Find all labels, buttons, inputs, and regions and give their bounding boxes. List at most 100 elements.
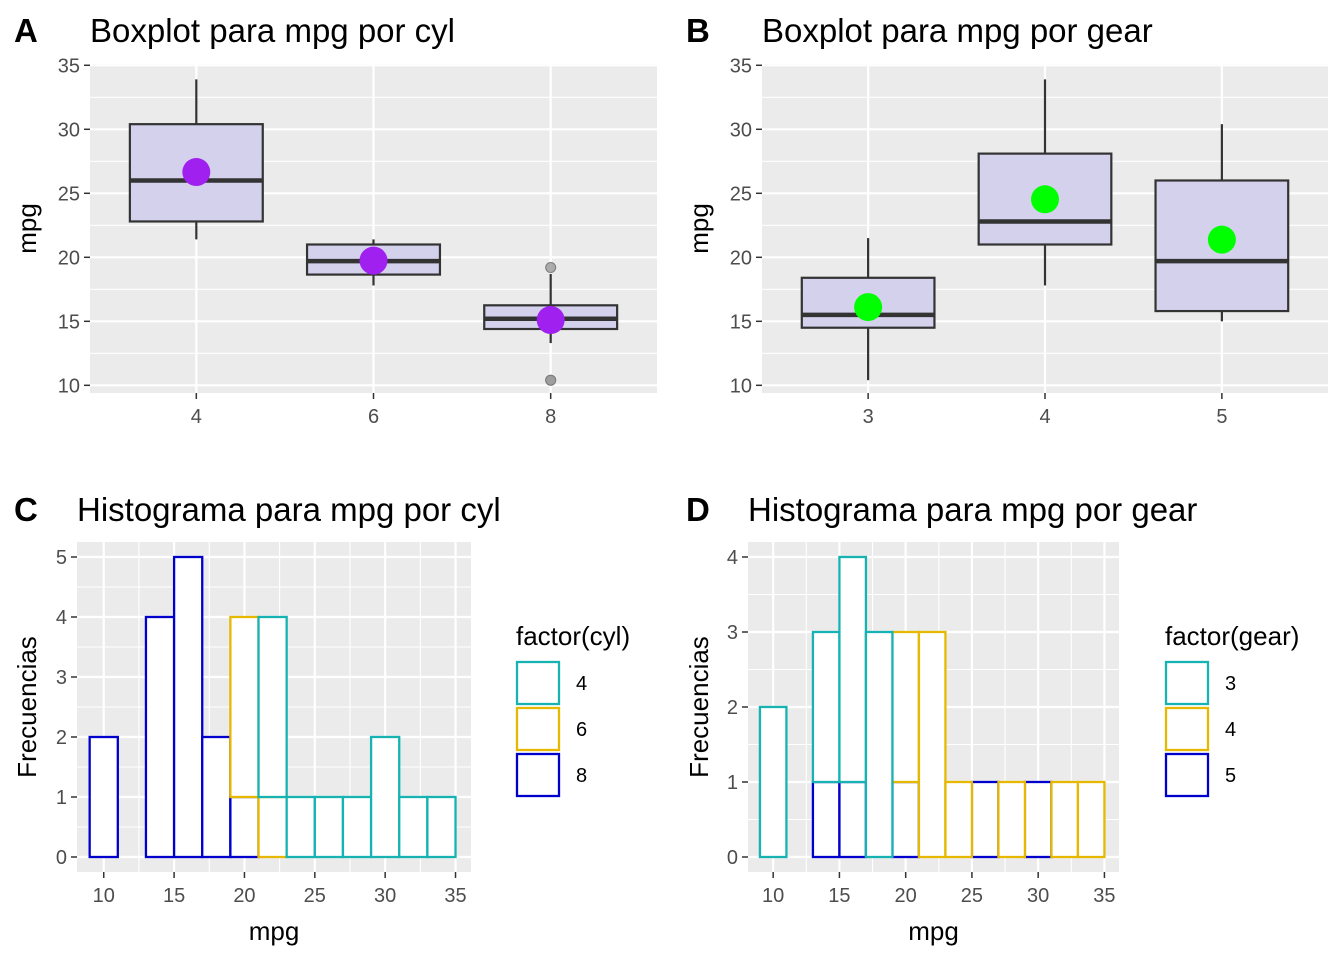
plot-title: Boxplot para mpg por cyl bbox=[90, 12, 455, 49]
legend-key bbox=[1164, 752, 1210, 798]
y-tick-label: 35 bbox=[730, 55, 752, 77]
y-tick-label: 30 bbox=[730, 119, 752, 141]
histogram-bar bbox=[172, 555, 204, 859]
x-tick-label: 30 bbox=[1027, 885, 1049, 907]
histogram-bar bbox=[257, 795, 288, 859]
histogram-bar bbox=[891, 630, 921, 784]
panel-b: B Boxplot para mpg por gear 10 15 20 25 30 35 3 4… bbox=[684, 12, 1328, 428]
mean-point bbox=[536, 306, 565, 335]
histogram-bar bbox=[88, 735, 119, 859]
y-tick-label: 25 bbox=[730, 183, 752, 205]
histogram-bar bbox=[917, 630, 947, 859]
histogram-bar bbox=[369, 735, 401, 859]
series-3 bbox=[758, 555, 894, 859]
x-tick-label: 30 bbox=[374, 885, 396, 907]
x-tick-label: 20 bbox=[233, 885, 255, 907]
histogram-bar bbox=[944, 780, 974, 859]
histogram-bar bbox=[811, 780, 841, 859]
histogram-bar bbox=[257, 615, 288, 799]
box-8 bbox=[483, 262, 619, 386]
legend-key bbox=[515, 752, 561, 798]
x-tick-label: 5 bbox=[1216, 406, 1227, 428]
x-tick-label: 3 bbox=[863, 406, 874, 428]
y-tick-label: 0 bbox=[56, 847, 67, 869]
mean-point bbox=[1031, 185, 1059, 214]
histogram-bar bbox=[811, 630, 841, 784]
series-8 bbox=[88, 555, 260, 859]
x-tick-label: 15 bbox=[163, 885, 185, 907]
y-axis-title: Frecuencias bbox=[684, 636, 714, 778]
legend-label: 4 bbox=[576, 673, 587, 695]
box-3 bbox=[800, 238, 936, 381]
y-tick-label: 20 bbox=[730, 247, 752, 269]
panel-tag: C bbox=[14, 491, 38, 528]
histogram-bar bbox=[201, 735, 232, 859]
histogram-bar bbox=[864, 630, 894, 859]
x-axis-title: mpg bbox=[249, 916, 300, 946]
outlier-point bbox=[545, 262, 557, 274]
histogram-bar bbox=[229, 795, 260, 859]
histogram-bar bbox=[970, 780, 1000, 859]
box-4 bbox=[128, 79, 264, 240]
x-tick-label: 10 bbox=[93, 885, 115, 907]
x-tick-label: 15 bbox=[828, 885, 850, 907]
box-4 bbox=[977, 79, 1113, 286]
legend-label: 4 bbox=[1225, 719, 1236, 741]
y-tick-label: 4 bbox=[727, 547, 738, 569]
histogram-bar bbox=[891, 780, 921, 859]
y-tick-label: 3 bbox=[56, 667, 67, 689]
y-tick-label: 35 bbox=[58, 55, 80, 77]
histogram-bar bbox=[838, 780, 868, 859]
series-4 bbox=[257, 615, 457, 859]
y-tick-label: 1 bbox=[56, 787, 67, 809]
y-axis-title: Frecuencias bbox=[12, 636, 42, 778]
mean-point bbox=[359, 246, 388, 275]
histogram-bar bbox=[426, 795, 457, 859]
y-tick-label: 15 bbox=[730, 311, 752, 333]
histogram-bar bbox=[144, 615, 176, 859]
histogram-bar bbox=[229, 615, 260, 799]
panel-d: D Histograma para mpg por gear 0 1 2 3 4 10 15 20… bbox=[684, 491, 1299, 946]
y-tick-label: 20 bbox=[58, 247, 80, 269]
panel-tag: B bbox=[686, 12, 710, 49]
plot-title: Histograma para mpg por cyl bbox=[77, 491, 501, 528]
x-tick-label: 4 bbox=[1039, 406, 1050, 428]
y-tick-label: 0 bbox=[727, 847, 738, 869]
plot-title: Boxplot para mpg por gear bbox=[762, 12, 1153, 49]
mean-point bbox=[854, 293, 883, 322]
box-5 bbox=[1154, 124, 1290, 322]
y-axis-title: mpg bbox=[684, 203, 714, 254]
histogram-bar bbox=[285, 795, 316, 859]
legend-key bbox=[1164, 706, 1210, 752]
y-tick-label: 5 bbox=[56, 547, 67, 569]
y-tick-label: 3 bbox=[727, 622, 738, 644]
panel-tag: D bbox=[686, 491, 710, 528]
x-tick-label: 25 bbox=[961, 885, 983, 907]
panel-c: C Histograma para mpg por cyl 0 1 2 3 4 5 10 15 20… bbox=[12, 491, 630, 946]
x-tick-label: 20 bbox=[895, 885, 917, 907]
x-tick-label: 35 bbox=[1093, 885, 1115, 907]
y-tick-label: 30 bbox=[58, 119, 80, 141]
x-tick-label: 6 bbox=[368, 406, 379, 428]
histogram-bar bbox=[997, 780, 1027, 859]
legend: factor(gear) 3 4 5 bbox=[1164, 621, 1299, 798]
histogram-bar bbox=[1023, 780, 1053, 859]
x-axis-title: mpg bbox=[908, 916, 959, 946]
legend-title: factor(cyl) bbox=[516, 621, 630, 651]
x-tick-label: 25 bbox=[304, 885, 326, 907]
outlier-point bbox=[545, 374, 557, 386]
histogram-bar bbox=[1076, 780, 1106, 859]
legend-label: 3 bbox=[1225, 673, 1236, 695]
legend-label: 8 bbox=[576, 765, 587, 787]
y-tick-label: 15 bbox=[58, 311, 80, 333]
y-tick-label: 2 bbox=[727, 697, 738, 719]
y-tick-label: 10 bbox=[730, 375, 752, 397]
legend-label: 6 bbox=[576, 719, 587, 741]
x-tick-label: 35 bbox=[444, 885, 466, 907]
panel-a: A Boxplot para mpg por cyl 10 15 20 25 30 35 4 6 8… bbox=[12, 12, 657, 428]
series-6 bbox=[229, 615, 288, 859]
y-tick-label: 10 bbox=[58, 375, 80, 397]
legend-label: 5 bbox=[1225, 765, 1236, 787]
x-tick-label: 10 bbox=[762, 885, 784, 907]
